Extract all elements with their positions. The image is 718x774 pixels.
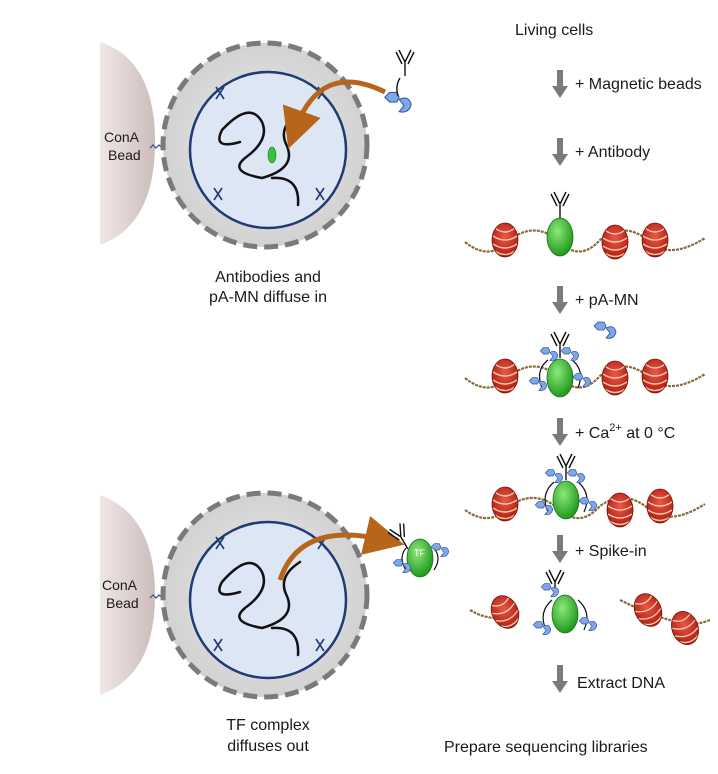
cell-diagram-bottom: ConA Bead TF TF complex diffuses out [100, 490, 450, 755]
diffuse-out-arrow [277, 515, 405, 581]
step-arrow-1 [552, 70, 568, 98]
diffuse-in-arrow [282, 79, 387, 149]
bead-linker-top [149, 144, 163, 149]
tf-complex-free: TF [386, 521, 450, 578]
cell-diagram-top: ConA Bead Antibodies and pA-MN diffuse i… [100, 40, 415, 306]
tf-top [267, 146, 277, 164]
step-label-3: + pA-MN [575, 292, 639, 309]
tf-label: TF [414, 548, 425, 558]
bead-label-bottom-line1: ConA [102, 577, 138, 593]
nucleus-bottom [188, 520, 348, 680]
chromatin-row-pamn [464, 331, 706, 398]
caption-top-line1: Antibodies and [215, 269, 321, 286]
step-label-6: Extract DNA [577, 675, 665, 692]
step-label-1: + Magnetic beads [575, 76, 702, 93]
step-label-4-prefix: + Ca [575, 425, 609, 442]
chromatin-row-antibody [464, 191, 706, 260]
bead-label-top-line1: ConA [104, 129, 140, 145]
workflow-start: Living cells [515, 22, 593, 39]
pa-mn-free [593, 321, 617, 339]
caption-bottom-line2: diffuses out [227, 738, 309, 755]
step-arrow-6 [552, 665, 568, 693]
step-label-4-suffix: at 0 °C [622, 425, 676, 442]
chromatin-row-released [469, 569, 711, 650]
workflow-end: Prepare sequencing libraries [444, 739, 648, 756]
step-label-5: + Spike-in [575, 543, 647, 560]
caption-top-line2: pA-MN diffuse in [209, 289, 327, 306]
cona-bead-bottom [100, 495, 155, 695]
bead-label-top-line2: Bead [108, 147, 141, 163]
chromatin-row-cleavage [464, 453, 706, 528]
step-arrow-2 [552, 138, 568, 166]
caption-bottom-line1: TF complex [226, 717, 310, 734]
step-arrow-4 [552, 418, 568, 446]
step-label-4: + Ca2+ at 0 °C [575, 422, 675, 442]
bead-label-bottom-line2: Bead [106, 595, 139, 611]
step-arrow-3 [552, 286, 568, 314]
step-arrow-5 [552, 535, 568, 563]
bead-linker-bottom [149, 594, 163, 599]
step-label-2: + Antibody [575, 144, 650, 161]
nucleus-top [188, 70, 348, 230]
workflow: Living cells + Magnetic beads + Antibody… [444, 22, 711, 756]
cona-bead-top [100, 42, 155, 245]
step-label-4-superscript: 2+ [609, 422, 622, 434]
chromatin-bottom [218, 560, 302, 657]
